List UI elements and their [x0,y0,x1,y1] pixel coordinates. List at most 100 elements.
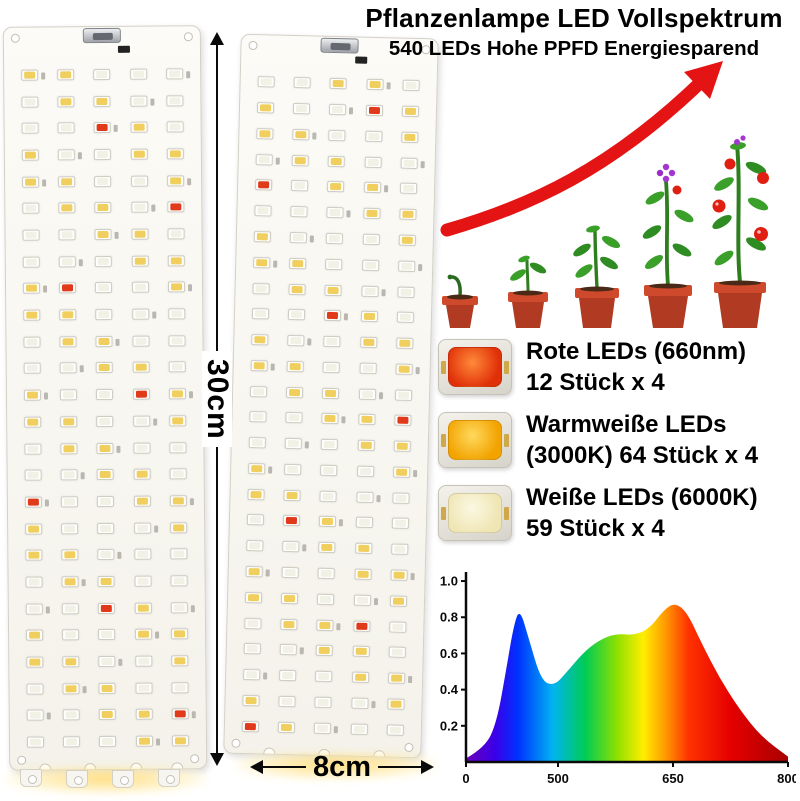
led-panel-left [2,25,208,771]
led-chip [134,575,152,587]
led-chip [289,257,307,270]
panel-mounting-tab [112,770,134,788]
led-chip [98,629,116,641]
led-chip [286,386,304,398]
led-chip [60,496,79,508]
led-chip [322,387,340,399]
led-chip [94,148,112,160]
led-chip [21,202,40,215]
plant-stage-3 [573,225,621,328]
led-chip [246,514,264,526]
led-chip [24,443,42,455]
led-chip [355,517,373,529]
led-chip [169,468,188,480]
mounting-hole [17,755,27,765]
led-chip [387,724,405,736]
flower [662,175,670,183]
led-chip [131,281,149,294]
led-chip [356,491,374,503]
led-chip [288,283,306,295]
led-chip [320,464,338,477]
legend-line: Rote LEDs (660nm) [526,338,747,365]
fruit [672,185,682,195]
led-chip [168,361,187,373]
led-chip [353,594,372,606]
led-chip [132,362,150,374]
led-chip [350,723,368,735]
led-chip [94,175,112,187]
led-chip [133,468,151,480]
led-chip [314,696,333,708]
height-dimension: 30cm [201,32,234,767]
led-chip [291,154,309,167]
fruit [757,172,769,184]
led-chip [319,516,337,528]
led-chip [253,231,271,243]
flower [668,169,676,177]
led-chip [98,682,117,694]
legend-text: Rote LEDs (660nm) 12 Stück x 4 [526,336,746,398]
led-chip [287,334,305,347]
led-legend: Rote LEDs (660nm) 12 Stück x 4 Warmweiße… [438,336,798,555]
title-line-1: Pflanzenlampe LED Vollspektrum [365,3,783,33]
led-chip [168,281,186,293]
dimension-line [216,45,218,351]
height-dimension-label: 30cm [201,350,234,448]
led-chip [20,69,38,81]
led-chip [22,282,40,295]
led-chip [396,337,414,350]
led-chip [351,697,369,709]
title-line-2: 540 LEDs Hohe PPFD Energiesparend [388,37,760,60]
led-chip [250,359,268,372]
led-chip [60,416,78,428]
led-chip [132,308,150,320]
legend-line: 12 Stück x 4 [526,369,665,396]
led-chip [293,77,311,89]
led-chip [134,602,152,614]
led-chip [130,95,148,107]
led-chip [58,255,76,268]
led-chip [24,469,42,481]
led-chip [358,388,377,400]
plant-stage-5 [712,135,769,328]
plant-stage-2 [508,255,548,328]
led-chip [99,736,117,748]
fruit [724,158,736,170]
led-panel-right [223,33,439,759]
led-chip [245,565,263,578]
led-chip [95,335,114,347]
led-chip [61,549,79,561]
red-led-chip-image [438,339,512,395]
led-chip [168,308,186,320]
led-chip [283,489,301,501]
led-chip [93,95,111,107]
spectrum-chart-svg: 1.0 0.8 0.6 0.4 0.2 0 500 650 800 [440,572,799,786]
led-chip [402,105,420,118]
led-chip [167,201,185,213]
growth-arrowhead-icon [684,61,723,99]
led-chip [352,645,370,658]
led-chip [24,523,42,535]
led-chip [23,389,41,401]
legend-text: Weiße LEDs (6000K) 59 Stück x 4 [526,482,758,544]
led-chip [244,591,262,604]
led-chip [291,180,309,192]
led-chip [249,385,267,398]
led-chip [388,672,406,684]
y-tick-label: 1.0 [440,574,458,589]
flower [734,139,740,145]
led-grid [11,60,199,756]
led-chip [57,69,75,81]
arrow-left-icon [250,760,263,774]
led-chip [95,255,113,267]
led-chip [133,442,151,454]
led-chip [97,522,115,534]
led-chip [387,698,405,710]
page-title: Pflanzenlampe LED Vollspektrum 540 LEDs … [350,3,798,61]
mounting-hole [183,32,193,42]
dimension-line [216,447,218,754]
led-chip [133,415,151,427]
led-chip [96,442,114,454]
led-chip [21,149,39,161]
